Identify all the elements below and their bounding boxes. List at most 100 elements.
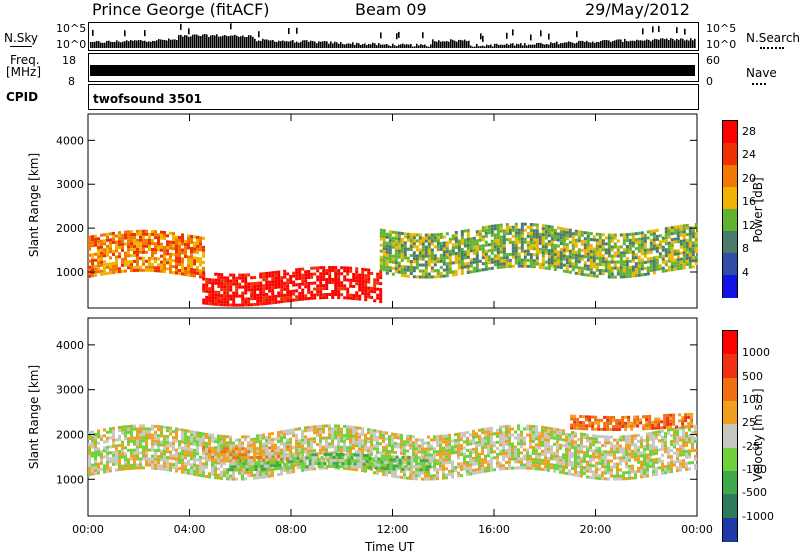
velocity-echo-cell [190,439,193,443]
power-echo-cell [154,260,157,264]
velocity-echo-cell [436,453,439,457]
velocity-echo-cell [115,447,118,451]
velocity-echo-cell [394,435,397,439]
power-echo-cell [421,275,425,279]
velocity-echo-cell [589,463,592,467]
power-echo-cell [139,232,142,236]
velocity-echo-cell [403,443,406,447]
velocity-echo-cell [511,433,514,437]
velocity-echo-cell [169,429,172,433]
velocity-echo-cell [646,444,649,448]
power-echo-cell [460,268,464,272]
power-echo-cell [607,233,611,237]
power-echo-cell [514,231,518,235]
velocity-echo-cell [151,466,154,470]
power-echo-cell [601,260,605,264]
velocity-echo-cell [301,450,304,454]
power-echo-cell [292,280,296,284]
velocity-echo-cell [364,439,367,443]
velocity-echo-cell [436,444,439,448]
velocity-echo-cell [427,477,430,481]
velocity-echo-cell [661,444,664,448]
velocity-echo-cell [220,437,223,441]
velocity-echo-cell [328,427,331,431]
velocity-echo-cell [592,434,595,438]
power-echo-cell [331,295,335,299]
power-echo-cell [553,247,557,251]
power-echo-cell [478,244,482,248]
power-echo-cell [586,249,590,253]
power-echo-cell [310,290,314,294]
nsky-trace-bar [372,42,374,48]
velocity-echo-cell [439,467,442,471]
power-echo-cell [688,259,692,263]
velocity-echo-cell [370,467,373,471]
power-echo-cell [577,236,581,240]
power-echo-cell [505,238,509,242]
velocity-echo-cell [274,467,277,471]
velocity-echo-cell [640,454,643,458]
velocity-echo-cell [505,442,508,446]
velocity-echo-cell [622,435,625,439]
velocity-echo-cell [400,433,403,437]
power-echo-cell [424,272,428,276]
velocity-echo-cell [118,456,121,460]
power-echo-cell [610,275,614,279]
velocity-echo-cell [595,461,598,465]
velocity-echo-cell [94,445,97,449]
power-echo-cell [268,283,272,287]
velocity-echo-cell [151,460,154,464]
velocity-echo-cell [439,452,442,456]
velocity-echo-cell [268,474,271,478]
velocity-echo-cell [202,441,205,445]
velocity-echo-cell [322,448,325,452]
power-echo-cell [175,262,178,266]
velocity-echo-cell [523,448,526,452]
velocity-echo-cell [94,466,97,470]
velocity-echo-cell [634,446,637,450]
velocity-echo-cell [649,461,652,465]
power-echo-cell [274,300,278,304]
velocity-echo-cell [535,434,538,438]
power-echo-cell [136,256,139,260]
power-echo-cell [250,288,254,292]
velocity-echo-cell [160,458,163,462]
velocity-echo-cell [181,440,184,444]
nsky-trace-bar [614,40,616,48]
velocity-echo-cell [109,460,112,464]
power-echo-cell [490,224,494,228]
velocity-echo-cell [574,467,577,471]
velocity-echo-cell [562,456,565,460]
power-echo-cell [490,233,494,237]
power-echo-cell [691,232,695,236]
power-echo-cell [283,272,287,276]
power-echo-cell [691,241,695,245]
velocity-echo-cell [442,461,445,465]
power-echo-cell [457,260,461,264]
velocity-echo-cell [340,439,343,443]
velocity-echo-cell [433,459,436,463]
power-echo-cell [439,265,443,269]
power-echo-cell [109,256,112,260]
velocity-echo-cell [415,462,418,466]
power-echo-cell [610,266,614,270]
power-echo-cell [532,232,536,236]
power-echo-cell [454,254,458,258]
power-echo-cell [358,282,362,286]
power-echo-cell [355,279,359,283]
velocity-echo-cell [316,427,319,431]
velocity-echo-cell [229,474,232,478]
velocity-echo-cell [694,448,697,452]
velocity-echo-cell [217,440,220,444]
power-echo-cell [610,248,614,252]
power-echo-cell [151,254,154,258]
power-echo-cell [541,257,545,261]
power-echo-cell [643,260,647,264]
power-echo-cell [577,266,581,270]
velocity-echo-cell [94,463,97,467]
velocity-echo-cell [163,449,166,453]
velocity-echo-cell [421,438,424,442]
power-echo-cell [535,262,539,266]
velocity-echo-cell [421,465,424,469]
velocity-echo-cell [367,428,370,432]
